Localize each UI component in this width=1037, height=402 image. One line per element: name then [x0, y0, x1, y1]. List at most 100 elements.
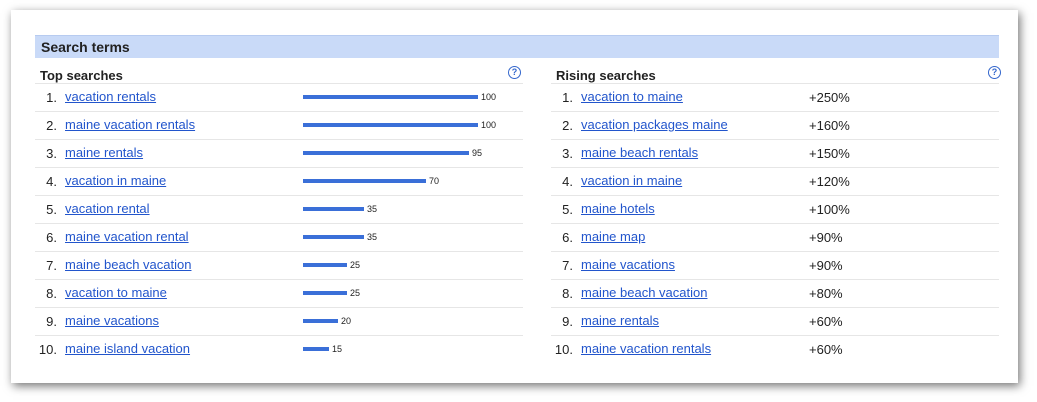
list-item: 1. vacation to maine +250% — [551, 83, 999, 111]
search-term-link[interactable]: vacation rentals — [65, 89, 157, 104]
search-term-link[interactable]: maine vacation rentals — [65, 117, 196, 132]
popularity-bar: 20 — [303, 316, 503, 326]
list-item: 6. maine vacation rental 35 — [35, 223, 523, 251]
list-item: 4. vacation in maine 70 — [35, 167, 523, 195]
bar-value-label: 25 — [350, 260, 361, 270]
list-item: 10. maine vacation rentals +60% — [551, 335, 999, 363]
bar-fill — [303, 263, 347, 267]
list-item: 6. maine map +90% — [551, 223, 999, 251]
popularity-bar: 95 — [303, 148, 503, 158]
bar-fill — [303, 207, 364, 211]
list-item: 1. vacation rentals 100 — [35, 83, 523, 111]
list-item: 4. vacation in maine +120% — [551, 167, 999, 195]
list-item: 7. maine vacations +90% — [551, 251, 999, 279]
bar-value-label: 70 — [429, 176, 440, 186]
top-searches-list: 1. vacation rentals 100 2. maine vacation re… — [35, 83, 523, 363]
search-term-link[interactable]: maine vacations — [581, 257, 675, 272]
popularity-bar: 70 — [303, 176, 503, 186]
rank-number: 8. — [46, 286, 57, 301]
popularity-bar: 35 — [303, 232, 503, 242]
list-item: 2. vacation packages maine +160% — [551, 111, 999, 139]
list-item: 8. maine beach vacation +80% — [551, 279, 999, 307]
help-icon[interactable]: ? — [508, 66, 521, 79]
bar-value-label: 15 — [332, 344, 343, 354]
percent-change: +80% — [809, 286, 843, 301]
rank-number: 6. — [46, 230, 57, 245]
rank-number: 5. — [562, 202, 573, 217]
bar-fill — [303, 151, 469, 155]
search-term-link[interactable]: maine vacations — [65, 313, 159, 328]
popularity-bar: 100 — [303, 92, 503, 102]
search-term-link[interactable]: vacation to maine — [65, 285, 167, 300]
bar-fill — [303, 347, 329, 351]
rank-number: 5. — [46, 202, 57, 217]
rank-number: 10. — [38, 342, 57, 357]
bar-fill — [303, 95, 478, 99]
search-term-link[interactable]: vacation to maine — [581, 89, 683, 104]
rank-number: 10. — [554, 342, 573, 357]
search-term-link[interactable]: maine vacation rental — [65, 229, 189, 244]
search-term-link[interactable]: maine vacation rentals — [581, 341, 712, 356]
help-icon[interactable]: ? — [988, 66, 1001, 79]
search-term-link[interactable]: vacation in maine — [581, 173, 683, 188]
rank-number: 4. — [46, 174, 57, 189]
bar-fill — [303, 319, 338, 323]
rank-number: 2. — [46, 118, 57, 133]
popularity-bar: 25 — [303, 288, 503, 298]
search-term-link[interactable]: maine beach rentals — [581, 145, 699, 160]
list-item: 3. maine beach rentals +150% — [551, 139, 999, 167]
list-item: 7. maine beach vacation 25 — [35, 251, 523, 279]
search-term-link[interactable]: maine hotels — [581, 201, 655, 216]
bar-fill — [303, 179, 426, 183]
percent-change: +120% — [809, 174, 850, 189]
list-item: 5. maine hotels +100% — [551, 195, 999, 223]
list-item: 3. maine rentals 95 — [35, 139, 523, 167]
search-term-link[interactable]: vacation packages maine — [581, 117, 728, 132]
percent-change: +250% — [809, 90, 850, 105]
rank-number: 8. — [562, 286, 573, 301]
bar-fill — [303, 291, 347, 295]
bar-value-label: 25 — [350, 288, 361, 298]
percent-change: +160% — [809, 118, 850, 133]
section-header: Search terms — [35, 35, 999, 58]
list-item: 5. vacation rental 35 — [35, 195, 523, 223]
section-title: Search terms — [41, 39, 130, 55]
bar-value-label: 100 — [481, 92, 497, 102]
rank-number: 3. — [562, 146, 573, 161]
bar-value-label: 20 — [341, 316, 352, 326]
rank-number: 4. — [562, 174, 573, 189]
search-term-link[interactable]: vacation in maine — [65, 173, 167, 188]
search-term-link[interactable]: vacation rental — [65, 201, 150, 216]
rising-searches-title: Rising searches — [556, 68, 656, 83]
list-item: 2. maine vacation rentals 100 — [35, 111, 523, 139]
popularity-bar: 100 — [303, 120, 503, 130]
rank-number: 7. — [46, 258, 57, 273]
popularity-bar: 35 — [303, 204, 503, 214]
rank-number: 3. — [46, 146, 57, 161]
bar-value-label: 95 — [472, 148, 483, 158]
search-term-link[interactable]: maine rentals — [65, 145, 144, 160]
search-term-link[interactable]: maine beach vacation — [581, 285, 708, 300]
rank-number: 9. — [46, 314, 57, 329]
search-term-link[interactable]: maine rentals — [581, 313, 660, 328]
list-item: 9. maine vacations 20 — [35, 307, 523, 335]
top-searches-title: Top searches — [40, 68, 123, 83]
bar-value-label: 100 — [481, 120, 497, 130]
list-item: 10. maine island vacation 15 — [35, 335, 523, 363]
search-term-link[interactable]: maine map — [581, 229, 646, 244]
popularity-bar: 15 — [303, 344, 503, 354]
percent-change: +100% — [809, 202, 850, 217]
search-term-link[interactable]: maine beach vacation — [65, 257, 192, 272]
search-term-link[interactable]: maine island vacation — [65, 341, 191, 356]
rank-number: 7. — [562, 258, 573, 273]
popularity-bar: 25 — [303, 260, 503, 270]
percent-change: +60% — [809, 342, 843, 357]
bar-value-label: 35 — [367, 204, 378, 214]
rank-number: 1. — [562, 90, 573, 105]
bar-fill — [303, 235, 364, 239]
percent-change: +150% — [809, 146, 850, 161]
rising-searches-list: 1. vacation to maine +250% 2. vacation packa… — [551, 83, 999, 363]
rank-number: 1. — [46, 90, 57, 105]
list-item: 8. vacation to maine 25 — [35, 279, 523, 307]
bar-fill — [303, 123, 478, 127]
